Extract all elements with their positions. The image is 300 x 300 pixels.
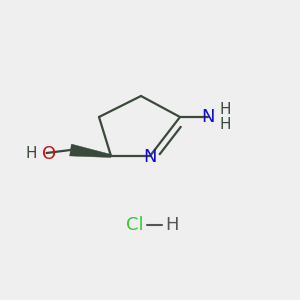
Text: H: H bbox=[26, 146, 37, 161]
Text: Cl: Cl bbox=[126, 216, 144, 234]
Polygon shape bbox=[70, 144, 111, 158]
Text: N: N bbox=[143, 148, 157, 166]
Text: N: N bbox=[202, 108, 215, 126]
Text: H: H bbox=[219, 117, 231, 132]
Text: H: H bbox=[165, 216, 178, 234]
Text: H: H bbox=[219, 102, 231, 117]
Text: O: O bbox=[42, 145, 57, 163]
